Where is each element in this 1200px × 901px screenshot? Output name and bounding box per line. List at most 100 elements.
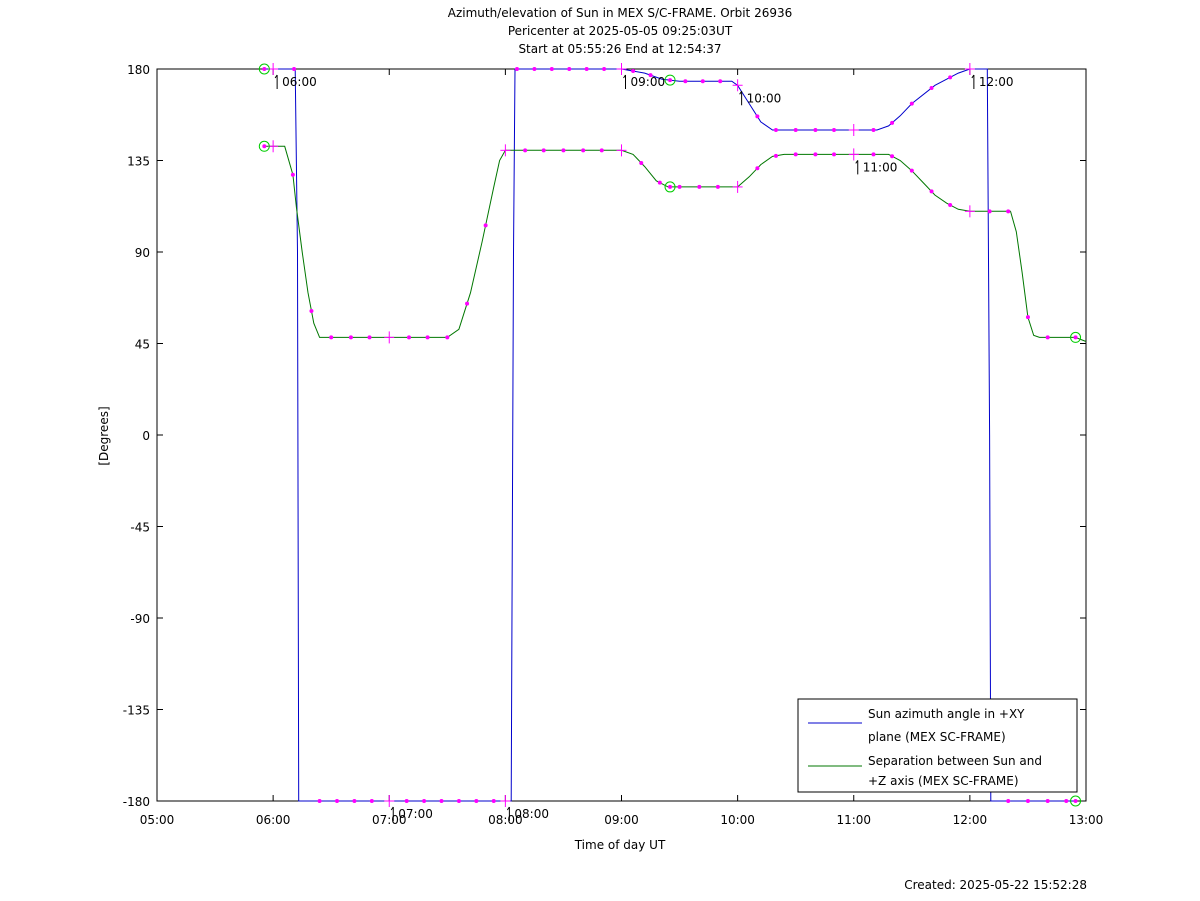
hour-annotation-tick (623, 74, 626, 79)
azimuth-marker-dot (700, 79, 705, 84)
separation-endpoint-circle (664, 181, 676, 193)
hour-annotation-tick (855, 160, 859, 164)
hour-annotation-tick (506, 806, 510, 811)
x-axis: 05:00 06:00 07:00 08:00 09:00 10:00 11:00 12:00… (140, 69, 1103, 827)
azimuth-marker-dot (456, 799, 461, 803)
chart-subtitle-pericenter: Pericenter at 2025-05-05 09:25:03UT (508, 24, 733, 38)
separation-marker-dot (929, 189, 934, 194)
separation-marker-dot (348, 335, 353, 340)
separation-marker-dot (793, 152, 798, 157)
azimuth-marker-dot (439, 799, 444, 803)
separation-marker-dot (1025, 315, 1030, 320)
endpoint-dot (668, 78, 673, 83)
x-tick-label: 09:00 (604, 813, 639, 827)
hour-annotation-label: 12:00 (979, 75, 1014, 89)
y-tick-label: -180 (123, 795, 150, 809)
endpoint-dot (668, 184, 673, 189)
legend-label-azimuth-line2: plane (MEX SC-FRAME) (868, 730, 1006, 744)
chart-subtitle-start-end: Start at 05:55:26 End at 12:54:37 (518, 42, 721, 56)
hour-annotation-label: 07:00 (398, 807, 433, 821)
separation-marker-dot (329, 335, 334, 340)
separation-marker-dot (483, 223, 488, 228)
azimuth-marker-dot (813, 128, 818, 132)
hour-annotation-label: 10:00 (747, 91, 782, 105)
azimuth-marker-dot (474, 799, 479, 803)
separation-marker-dot (657, 180, 662, 185)
legend-box (797, 698, 1078, 793)
azimuth-marker-dot (549, 67, 554, 71)
azimuth-marker-dot (567, 67, 572, 71)
azimuth-marker-dot (369, 799, 374, 803)
endpoint-dot (262, 67, 267, 71)
hour-annotation-label: 06:00 (282, 75, 317, 89)
separation-marker-dot (445, 335, 450, 340)
azimuth-endpoint-circle (258, 63, 270, 75)
separation-marker-dot (639, 160, 644, 165)
azimuth-marker-dot (793, 128, 798, 132)
azimuth-marker-dot (1025, 799, 1030, 803)
azimuth-marker-dot (352, 799, 357, 803)
separation-marker-dot (406, 335, 411, 340)
series-line-separation (264, 145, 1087, 342)
separation-marker-dot (871, 152, 876, 157)
separation-marker-dot (890, 154, 895, 159)
separation-marker-dot (1006, 209, 1011, 214)
series-layer (264, 68, 1087, 802)
y-tick-label: 135 (127, 155, 150, 169)
separation-marker-dot (465, 301, 470, 306)
endpoint-dot (262, 144, 267, 149)
azimuth-marker-dot (1064, 799, 1069, 803)
legend-label-separation-line2: +Z axis (MEX SC-FRAME) (868, 774, 1019, 788)
separation-endpoint-circle (1070, 331, 1082, 343)
azimuth-marker-dot (1006, 799, 1011, 803)
azimuth-marker-dot (871, 128, 876, 132)
azimuth-marker-dot (773, 128, 778, 132)
separation-marker-dot (561, 148, 566, 153)
azimuth-marker-dot (422, 799, 427, 803)
separation-marker-dot (909, 168, 914, 173)
hour-annotation-tick (274, 74, 278, 79)
x-tick-label: 06:00 (256, 813, 291, 827)
separation-marker-dot (541, 148, 546, 153)
x-tick-label: 08:00 (488, 813, 523, 827)
y-axis-label: [Degrees] (97, 406, 111, 465)
chart-title: Azimuth/elevation of Sun in MEX S/C-FRAM… (448, 6, 793, 20)
separation-marker-dot (715, 184, 720, 189)
hour-annotation-label: 08:00 (514, 807, 549, 821)
separation-marker-dot (367, 335, 372, 340)
x-tick-label: 05:00 (140, 813, 175, 827)
azimuth-marker-dot (532, 67, 537, 71)
azimuth-marker-dot (832, 128, 837, 132)
azimuth-marker-dot (404, 799, 409, 803)
hour-annotation-tick (739, 90, 743, 95)
legend-label-azimuth-line1: Sun azimuth angle in +XY (868, 707, 1025, 721)
y-tick-label: -45 (130, 521, 150, 535)
separation-marker-dot (987, 209, 992, 214)
azimuth-endpoint-circle (1070, 795, 1082, 807)
hour-annotation-label: 09:00 (631, 75, 666, 89)
azimuth-marker-dot (890, 120, 895, 125)
azimuth-marker-dot (718, 79, 723, 84)
x-tick-label: 10:00 (720, 813, 755, 827)
y-axis: 180 135 90 45 0 -45 -90 -135 -180 (123, 63, 1086, 809)
azimuth-marker-dot (334, 799, 339, 803)
x-tick-label: 12:00 (953, 813, 988, 827)
separation-endpoint-circle (258, 140, 270, 152)
separation-marker-dot (523, 148, 528, 153)
x-tick-label: 11:00 (836, 813, 871, 827)
azimuth-marker-dot (929, 86, 934, 91)
hour-annotation-tick (390, 806, 394, 811)
separation-marker-dot (599, 148, 604, 153)
azimuth-marker-dot (948, 75, 953, 80)
azimuth-marker-dot (909, 101, 914, 106)
marker-layer (258, 63, 1082, 807)
separation-marker-dot (677, 184, 682, 189)
separation-marker-dot (309, 308, 314, 313)
hour-annotation-label: 11:00 (863, 160, 898, 174)
legend: Sun azimuth angle in +XY plane (MEX SC-F… (797, 698, 1078, 793)
separation-marker-dot (581, 148, 586, 153)
azimuth-marker-dot (514, 67, 519, 71)
separation-marker-dot (755, 166, 760, 171)
series-line-azimuth (264, 68, 1076, 802)
